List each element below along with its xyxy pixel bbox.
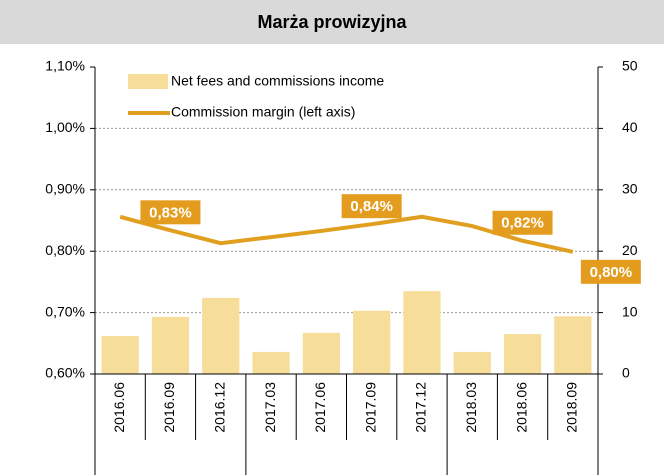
y2-tick-label: 20 [622,242,638,258]
y-tick-label: 1,10% [45,58,85,74]
y-tick-label: 0,70% [45,303,85,319]
y2-tick-label: 30 [622,181,638,197]
x-tick-label: 2018.06 [513,382,529,433]
y-tick-label: 0,60% [45,365,85,381]
title-bar [0,0,664,44]
y2-tick-label: 0 [622,365,630,381]
value-label: 0,82% [501,215,544,232]
bar [503,334,542,374]
y-tick-label: 1,00% [45,119,85,135]
x-tick-label: 2016.06 [111,382,127,433]
bar [151,316,190,374]
legend-swatch [128,74,168,89]
x-tick-label: 2017.09 [362,382,378,433]
value-label: 0,84% [350,198,393,215]
value-label: 0,80% [590,264,633,281]
legend-label: Commission margin (left axis) [171,104,355,120]
x-tick-label: 2018.09 [564,382,580,433]
x-tick-label: 2018.03 [463,382,479,433]
y-tick-label: 0,90% [45,181,85,197]
bar [353,310,391,374]
bar [403,291,441,374]
value-label-box [580,259,641,284]
x-tick-label: 2016.12 [211,382,227,433]
x-tick-label: 2017.03 [262,382,278,433]
value-label-box [140,200,201,225]
bar [302,332,340,374]
bar [453,351,491,374]
x-tick-label: 2016.09 [161,382,177,433]
value-label: 0,83% [149,204,192,221]
bar [554,316,592,374]
legend-label: Net fees and commissions income [171,73,384,89]
y2-tick-label: 10 [622,303,638,319]
y-tick-label: 0,80% [45,242,85,258]
x-tick-label: 2017.06 [312,382,328,433]
y2-tick-label: 50 [622,58,638,74]
y2-tick-label: 40 [622,119,638,135]
x-tick-label: 2017.12 [413,382,429,433]
bar [101,335,139,374]
bar [202,297,240,374]
value-label-box [492,210,553,235]
bar [252,351,290,374]
chart-title: Marża prowizyjna [257,12,407,32]
value-label-box [341,194,402,219]
